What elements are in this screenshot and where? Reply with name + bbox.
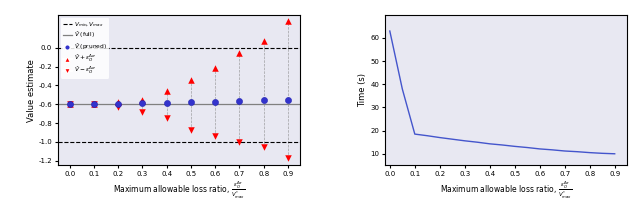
Point [113,102,124,105]
Point [186,128,196,131]
Point [259,39,269,42]
Point [89,102,99,105]
Point [186,78,196,81]
Point [161,101,172,105]
Point [234,99,244,102]
Y-axis label: Value estimate: Value estimate [26,59,35,121]
Point [234,140,244,144]
Point [210,67,220,70]
Point [283,98,293,102]
Point [65,102,75,105]
Point [113,105,124,108]
X-axis label: Maximum allowable loss ratio, $\frac{\epsilon_O^{\Delta\sigma}}{V_{max}^*}$: Maximum allowable loss ratio, $\frac{\ep… [113,180,245,201]
Point [89,103,99,106]
Point [186,100,196,104]
Point [259,99,269,102]
Legend: $V_{min}, V_{max}$, $\hat{V}$ (full), $\hat{V}$ (pruned), $\hat{V} + \epsilon_O^: $V_{min}, V_{max}$, $\hat{V}$ (full), $\… [61,18,109,79]
Point [234,52,244,55]
Point [259,146,269,149]
Point [161,117,172,120]
Point [138,102,148,105]
Point [283,20,293,23]
Point [161,89,172,93]
Point [138,110,148,113]
Point [210,100,220,103]
Point [113,100,124,103]
Y-axis label: Time (s): Time (s) [358,73,367,107]
Point [89,102,99,105]
Point [283,157,293,160]
X-axis label: Maximum allowable loss ratio, $\frac{\epsilon_O^{\Delta\sigma}}{V_{max}^*}$: Maximum allowable loss ratio, $\frac{\ep… [440,180,572,201]
Point [210,134,220,138]
Point [138,98,148,101]
Point [65,102,75,105]
Point [65,102,75,105]
